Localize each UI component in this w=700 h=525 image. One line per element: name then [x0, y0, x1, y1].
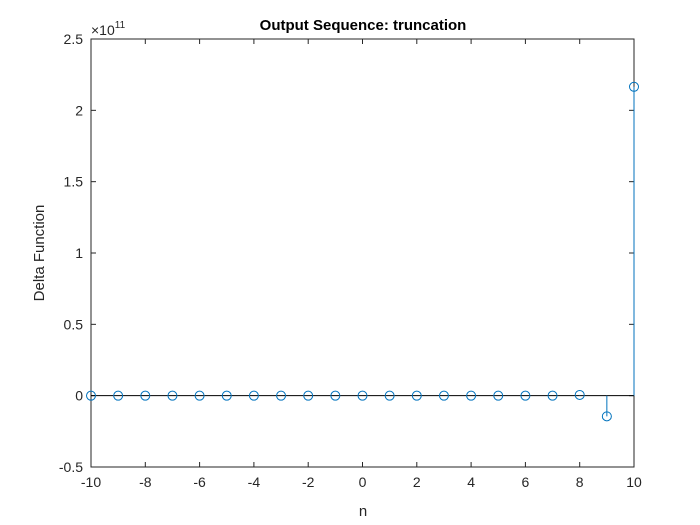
y-exponent-label: ×1011 [91, 20, 126, 38]
chart-title: Output Sequence: truncation [260, 17, 467, 34]
stem-marker [629, 81, 639, 92]
stem-marker [113, 390, 124, 401]
axes-box [90, 38, 635, 468]
x-tick-label: 6 [522, 474, 530, 490]
stem-marker [276, 390, 287, 401]
stem-marker [248, 390, 259, 401]
y-tick-label: 1 [75, 245, 83, 261]
stem-marker [601, 411, 612, 422]
y-tick-label: 2.5 [64, 31, 84, 47]
y-tick-label: 1.5 [64, 174, 84, 190]
stem-marker [384, 390, 395, 401]
stem-marker [411, 390, 422, 401]
stem-marker [466, 390, 477, 401]
x-tick-label: 0 [359, 474, 367, 490]
svg-text:×1011: ×1011 [91, 20, 126, 38]
y-tick-label: 0 [75, 388, 83, 404]
stem-series [86, 81, 639, 422]
y-tick-label: -0.5 [59, 459, 83, 475]
stem-marker [221, 390, 232, 401]
x-tick-label: 10 [626, 474, 642, 490]
stem-marker [303, 390, 314, 401]
y-tick-label: 2 [75, 102, 83, 118]
y-exponent-power: 11 [115, 20, 126, 31]
x-tick-label: 4 [467, 474, 475, 490]
x-tick-label: -4 [248, 474, 261, 490]
y-tick-label: 0.5 [64, 316, 84, 332]
stem-marker [194, 390, 205, 401]
x-tick-label: -8 [139, 474, 152, 490]
x-tick-label: 8 [576, 474, 584, 490]
stem-marker [357, 390, 368, 401]
x-tick-label: -2 [302, 474, 315, 490]
stem-marker [574, 389, 585, 400]
x-tick-label: -6 [193, 474, 206, 490]
stem-marker [330, 390, 341, 401]
axis-ticks: -10 -8 -6 -4 -2 0 2 4 6 8 10 -0.5 0 0.5 1 1.5 2 2.5 [59, 31, 642, 490]
x-tick-label: 2 [413, 474, 421, 490]
stem-marker [493, 390, 504, 401]
stem-marker [140, 390, 151, 401]
stem-marker [438, 390, 449, 401]
stem-marker [86, 390, 96, 401]
stem-marker [547, 390, 558, 401]
y-axis-label: Delta Function [31, 205, 48, 302]
stem-marker [167, 390, 178, 401]
x-axis-label: n [359, 503, 367, 520]
x-tick-label: -10 [81, 474, 101, 490]
y-exponent-base: ×10 [91, 22, 115, 38]
stem-marker [520, 390, 531, 401]
